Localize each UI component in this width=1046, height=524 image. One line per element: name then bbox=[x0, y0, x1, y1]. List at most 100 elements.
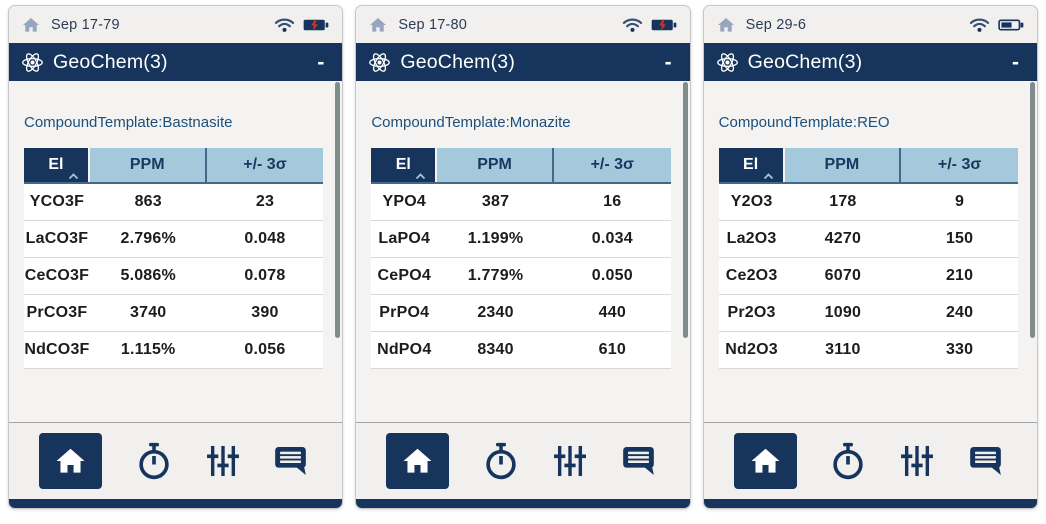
nav-stopwatch-button[interactable] bbox=[830, 442, 866, 480]
scrollbar[interactable] bbox=[335, 82, 341, 338]
cell-ppm: 863 bbox=[134, 193, 162, 210]
table-row[interactable]: Pr2O3 1090 240 bbox=[718, 295, 1018, 332]
table-row[interactable]: CePO4 1.779% 0.050 bbox=[371, 258, 671, 295]
table-row[interactable]: Ce2O3 6070 210 bbox=[718, 258, 1018, 295]
column-header-ppm[interactable]: PPM bbox=[89, 148, 207, 182]
cell-ppm: 178 bbox=[829, 193, 857, 210]
battery-icon bbox=[998, 18, 1024, 32]
column-header-sigma[interactable]: +/- 3σ bbox=[901, 148, 1018, 182]
table-row[interactable]: La2O3 4270 150 bbox=[718, 221, 1018, 258]
home-icon bbox=[750, 447, 781, 475]
cell-element: NdCO3F bbox=[24, 341, 90, 358]
cell-sigma: 0.048 bbox=[244, 230, 286, 247]
table-row[interactable]: CeCO3F 5.086% 0.078 bbox=[24, 258, 324, 295]
column-header-ppm-label: PPM bbox=[129, 156, 165, 173]
cell-ppm: 8340 bbox=[477, 341, 514, 358]
scrollbar[interactable] bbox=[1029, 82, 1035, 338]
table-row[interactable]: LaPO4 1.199% 0.034 bbox=[371, 221, 671, 258]
table-row[interactable]: NdPO4 8340 610 bbox=[371, 332, 671, 369]
column-header-el[interactable]: El bbox=[371, 148, 436, 182]
table-header-row: El PPM +/- 3σ bbox=[24, 148, 324, 184]
home-icon bbox=[717, 17, 735, 33]
table-row[interactable]: PrCO3F 3740 390 bbox=[24, 295, 324, 332]
nav-stopwatch-button[interactable] bbox=[483, 442, 519, 480]
nav-chat-button[interactable] bbox=[968, 445, 1003, 477]
cell-element: PrPO4 bbox=[379, 304, 430, 321]
nav-sliders-button[interactable] bbox=[206, 444, 240, 478]
table-row[interactable]: Nd2O3 3110 330 bbox=[718, 332, 1018, 369]
cell-sigma: 330 bbox=[945, 341, 974, 358]
sliders-icon bbox=[553, 444, 587, 478]
title-bar: GeoChem(3) - bbox=[703, 43, 1037, 81]
charging-bolt-icon bbox=[311, 18, 319, 31]
nav-home-button[interactable] bbox=[386, 433, 450, 489]
compound-template-label: CompoundTemplate:Bastnasite bbox=[24, 114, 233, 131]
cell-sigma: 0.078 bbox=[244, 267, 286, 284]
table-row[interactable]: YCO3F 863 23 bbox=[24, 184, 324, 221]
nav-divider bbox=[356, 422, 690, 423]
atom-icon bbox=[716, 51, 739, 74]
minimize-button[interactable]: - bbox=[659, 52, 678, 73]
nav-sliders-button[interactable] bbox=[900, 444, 934, 478]
column-header-sigma[interactable]: +/- 3σ bbox=[206, 148, 324, 182]
compound-template-label: CompoundTemplate:Monazite bbox=[371, 114, 571, 131]
nav-chat-button[interactable] bbox=[621, 445, 656, 477]
column-header-sigma-label: +/- 3σ bbox=[243, 156, 287, 173]
cell-element: LaPO4 bbox=[378, 230, 431, 247]
status-indicators bbox=[622, 17, 677, 33]
status-date: Sep 17-80 bbox=[398, 16, 468, 33]
cell-sigma: 0.056 bbox=[244, 341, 286, 358]
nav-sliders-button[interactable] bbox=[553, 444, 587, 478]
column-header-sigma-label: +/- 3σ bbox=[590, 156, 634, 173]
chat-icon bbox=[273, 445, 308, 477]
cell-element: Ce2O3 bbox=[725, 267, 778, 284]
cell-ppm: 3110 bbox=[825, 341, 861, 358]
sort-ascending-icon bbox=[763, 173, 774, 180]
cell-element: YCO3F bbox=[29, 193, 85, 210]
status-bar: Sep 17-79 bbox=[9, 6, 343, 43]
nav-home-button[interactable] bbox=[39, 433, 102, 489]
table-row[interactable]: Y2O3 178 9 bbox=[718, 184, 1018, 221]
minimize-button[interactable]: - bbox=[311, 52, 330, 73]
column-header-el[interactable]: El bbox=[718, 148, 783, 182]
nav-stopwatch-button[interactable] bbox=[136, 442, 172, 480]
status-indicators bbox=[969, 17, 1024, 33]
stopwatch-icon bbox=[136, 442, 172, 480]
column-header-el-label: El bbox=[743, 156, 759, 173]
column-header-ppm-label: PPM bbox=[477, 156, 512, 173]
device-screen-panel: Sep 29-6 bbox=[702, 5, 1038, 509]
column-header-sigma[interactable]: +/- 3σ bbox=[553, 148, 671, 182]
status-bar: Sep 29-6 bbox=[703, 6, 1037, 43]
wifi-icon bbox=[622, 17, 643, 33]
battery-icon bbox=[651, 18, 677, 32]
table-row[interactable]: PrPO4 2340 440 bbox=[371, 295, 671, 332]
app-title: GeoChem(3) bbox=[53, 50, 168, 73]
table-header-row: El PPM +/- 3σ bbox=[371, 148, 671, 184]
app-title: GeoChem(3) bbox=[400, 50, 516, 73]
sort-ascending-icon bbox=[415, 173, 426, 180]
cell-sigma: 0.034 bbox=[591, 230, 633, 247]
column-header-el[interactable]: El bbox=[24, 148, 88, 182]
scrollbar[interactable] bbox=[682, 82, 688, 338]
cell-sigma: 610 bbox=[598, 341, 626, 358]
table-row[interactable]: YPO4 387 16 bbox=[371, 184, 671, 221]
table-row[interactable]: LaCO3F 2.796% 0.048 bbox=[24, 221, 324, 258]
minimize-button[interactable]: - bbox=[1006, 52, 1025, 73]
sliders-icon bbox=[206, 444, 240, 478]
wifi-icon bbox=[969, 17, 990, 33]
stopwatch-icon bbox=[830, 442, 866, 480]
content-area: CompoundTemplate:Monazite El PPM +/- 3σ bbox=[356, 81, 690, 422]
column-header-ppm[interactable]: PPM bbox=[437, 148, 554, 182]
status-indicators bbox=[274, 17, 329, 33]
atom-icon bbox=[21, 51, 44, 74]
cell-sigma: 210 bbox=[945, 267, 974, 284]
nav-chat-button[interactable] bbox=[273, 445, 308, 477]
status-date: Sep 17-79 bbox=[51, 16, 120, 33]
table-row[interactable]: NdCO3F 1.115% 0.056 bbox=[24, 332, 324, 369]
cell-element: CeCO3F bbox=[24, 267, 90, 284]
column-header-ppm[interactable]: PPM bbox=[784, 148, 902, 182]
battery-icon bbox=[303, 18, 329, 32]
nav-home-button[interactable] bbox=[733, 433, 797, 489]
cell-element: YPO4 bbox=[382, 193, 426, 210]
